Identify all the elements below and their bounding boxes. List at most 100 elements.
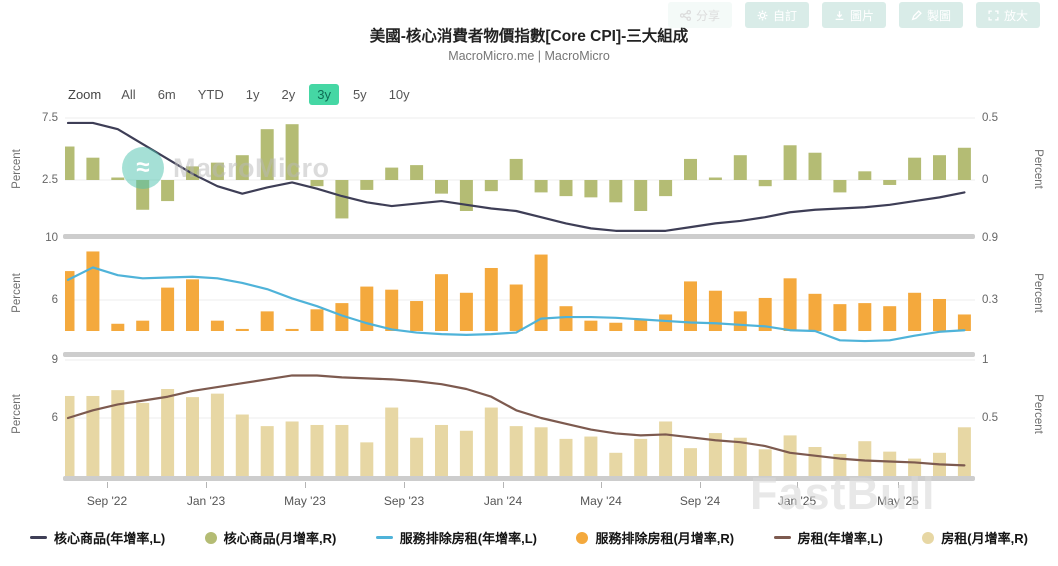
right-axis-tick: 0.5 — [982, 412, 998, 424]
rent-bar — [459, 430, 473, 476]
toolbar-image-button[interactable]: 圖片 — [822, 2, 886, 28]
services-ex-rent-bar — [410, 301, 424, 331]
core-goods-bar — [584, 180, 598, 198]
rent-bar — [260, 426, 274, 476]
rent-bar — [858, 441, 872, 476]
rent-bar — [584, 436, 598, 476]
rent-bar — [186, 397, 199, 476]
zoom-range-6m-button[interactable]: 6m — [157, 87, 176, 102]
core-goods-bar — [410, 165, 424, 180]
rent-bar — [684, 448, 697, 476]
services-ex-rent-bar — [235, 328, 249, 331]
core-goods-bar — [858, 171, 872, 180]
services-ex-rent-bar — [484, 267, 498, 331]
legend-item-1[interactable]: 核心商品(月增率,R) — [204, 528, 337, 547]
zoom-range-3y-button[interactable]: 3y — [309, 84, 339, 105]
legend-item-3[interactable]: 服務排除房租(月增率,R) — [576, 528, 734, 547]
toolbar-expand-button[interactable]: 放大 — [976, 2, 1040, 28]
x-axis-tick — [503, 482, 504, 488]
services-ex-rent-bar — [708, 290, 722, 331]
toolbar-share-button[interactable]: 分享 — [668, 2, 732, 28]
x-axis-label: Sep '23 — [383, 494, 425, 508]
legend-item-0[interactable]: 核心商品(年增率,L) — [30, 528, 165, 547]
gear-icon — [757, 10, 768, 20]
right-axis-tick: 0.9 — [982, 232, 998, 245]
panel-separator — [63, 352, 975, 357]
right-axis-tick: 0.5 — [982, 112, 998, 124]
zoom-range-1y-button[interactable]: 1y — [245, 87, 260, 102]
core-goods-bar — [733, 155, 747, 180]
core-goods-panel[interactable] — [65, 110, 975, 234]
rent-bar — [609, 452, 623, 476]
share-icon — [679, 9, 691, 21]
core-goods-bar — [933, 155, 946, 180]
right-axis-title: Percent — [1032, 149, 1044, 189]
x-axis-label: Sep '22 — [86, 494, 128, 508]
rent-panel[interactable] — [65, 357, 975, 476]
services-ex-rent-bar — [534, 254, 548, 331]
left-axis-tick: 2.5 — [42, 174, 58, 186]
core-goods-bar — [659, 180, 673, 197]
rent-bar — [509, 426, 523, 476]
rent-bar — [708, 433, 722, 476]
core-goods-bar — [435, 180, 448, 194]
services-ex-rent-bar — [260, 311, 274, 331]
zoom-range-10y-button[interactable]: 10y — [388, 87, 410, 102]
services-ex-rent-bar — [459, 292, 473, 331]
x-axis-tick — [107, 482, 108, 488]
x-axis-label: May '24 — [580, 494, 622, 508]
legend-item-5[interactable]: 房租(月增率,R) — [922, 528, 1028, 547]
legend-line-marker — [375, 536, 393, 539]
services-ex-rent-bar — [808, 293, 822, 331]
x-axis-tick — [700, 482, 701, 488]
toolbar-customize-button[interactable]: 自訂 — [745, 2, 809, 28]
services-ex-rent-bar — [435, 274, 448, 331]
rent-bar — [136, 402, 150, 476]
services-ex-rent-panel[interactable] — [65, 240, 975, 352]
x-axis-label: Sep '24 — [679, 494, 721, 508]
legend-item-4[interactable]: 房租(年增率,L) — [773, 528, 883, 547]
core-goods-bar — [111, 177, 125, 180]
rent-bar — [733, 437, 747, 476]
core-goods-bar — [883, 180, 897, 185]
zoom-range-2y-button[interactable]: 2y — [281, 87, 296, 102]
legend-item-label: 核心商品(月增率,R) — [223, 531, 337, 546]
services-ex-rent-bar — [210, 320, 224, 331]
x-axis-tick — [797, 482, 798, 488]
zoom-range-5y-button[interactable]: 5y — [352, 87, 367, 102]
zoom-range-all-button[interactable]: All — [121, 87, 136, 102]
right-axis-tick: 1 — [982, 354, 989, 366]
services-ex-rent-bar — [883, 306, 897, 331]
rent-line — [66, 374, 966, 467]
rent-bar — [410, 437, 424, 476]
core-goods-bar — [310, 180, 324, 187]
services-ex-rent-bar — [833, 304, 847, 331]
download-icon — [835, 10, 844, 20]
zoom-label: Zoom — [68, 87, 102, 102]
rent-bar — [484, 407, 498, 476]
toolbar-button-label: 製圖 — [926, 8, 951, 23]
core-goods-bar — [210, 162, 224, 180]
legend-item-2[interactable]: 服務排除房租(年增率,L) — [375, 528, 538, 547]
left-axis-title: Percent — [11, 149, 23, 189]
core-goods-bar — [634, 180, 648, 211]
toolbar-button-label: 分享 — [695, 8, 720, 23]
services-ex-rent-bar — [335, 303, 349, 331]
legend-dot-marker — [204, 531, 217, 544]
zoom-range-ytd-button[interactable]: YTD — [197, 87, 224, 102]
services-ex-rent-line — [66, 266, 966, 343]
core-goods-bar — [758, 180, 772, 187]
left-axis-title: Percent — [11, 273, 23, 313]
toolbar-button-label: 自訂 — [772, 8, 797, 23]
core-goods-bar — [335, 180, 349, 219]
core-goods-bar — [534, 180, 548, 193]
services-ex-rent-bar — [758, 297, 772, 331]
zoom-range-controls: Zoom All 6m YTD 1y 2y 3y 5y 10y — [68, 84, 418, 105]
toolbar-draw-button[interactable]: 製圖 — [899, 2, 963, 28]
rent-bar — [883, 451, 897, 476]
legend-item-label: 服務排除房租(年增率,L) — [399, 531, 538, 546]
services-ex-rent-bar — [310, 309, 324, 331]
page-subtitle: MacroMicro.me | MacroMicro — [448, 49, 610, 63]
core-goods-bar — [65, 146, 75, 180]
